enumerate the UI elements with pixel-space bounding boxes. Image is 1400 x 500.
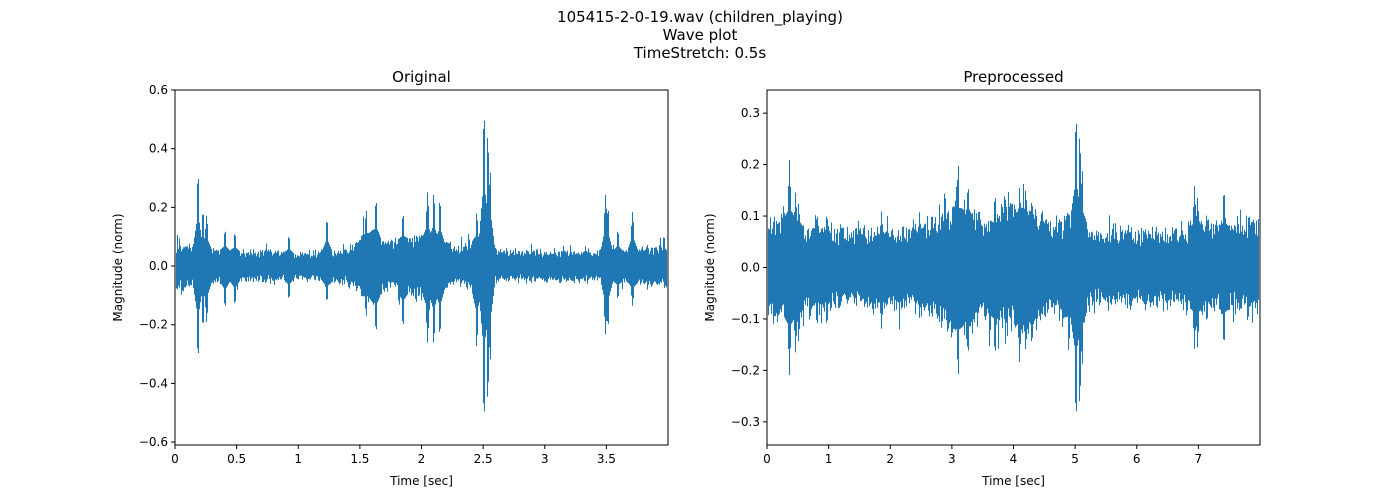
x-tick-label: 0 <box>171 452 179 466</box>
y-tick-label: −0.2 <box>139 318 168 332</box>
waveform-original <box>175 120 668 412</box>
y-tick-label: 0.2 <box>741 158 760 172</box>
x-tick-label: 3.5 <box>597 452 616 466</box>
y-tick-label: 0.2 <box>149 200 168 214</box>
x-axis-label-original: Time [sec] <box>389 474 453 488</box>
x-ticks-preprocessed: 0 1 2 3 4 5 6 7 <box>763 445 1202 466</box>
x-tick-label: 5 <box>1071 452 1079 466</box>
y-tick-label: −0.3 <box>731 415 760 429</box>
axes-frame-preprocessed <box>766 89 1261 446</box>
y-axis-label-original: Magnitude (norm) <box>111 213 125 321</box>
y-tick-label: −0.1 <box>731 312 760 326</box>
y-tick-label: −0.2 <box>731 363 760 377</box>
y-tick-label: 0.4 <box>149 142 168 156</box>
figure-title-line-3: TimeStretch: 0.5s <box>633 44 766 62</box>
x-tick-label: 4 <box>1010 452 1018 466</box>
figure-title-line-2: Wave plot <box>663 26 738 44</box>
x-tick-label: 1 <box>825 452 833 466</box>
waveform-line <box>767 123 1260 412</box>
x-tick-label: 1.5 <box>350 452 369 466</box>
y-tick-label: −0.4 <box>139 376 168 390</box>
axes-original: Original 0 0.5 1 1.5 2 2.5 3 3.5 −0.6 −0.4 −0.2 0.… <box>111 68 669 488</box>
x-tick-label: 3 <box>948 452 956 466</box>
y-axis-label-preprocessed: Magnitude (norm) <box>703 213 717 321</box>
waveform-preprocessed <box>767 123 1260 412</box>
axes-preprocessed: Preprocessed 0 1 2 3 4 5 6 7 −0.3 −0.2 −0.1 0.0 0.1… <box>703 68 1261 488</box>
axes-title-preprocessed: Preprocessed <box>963 68 1063 86</box>
y-tick-label: 0.0 <box>149 259 168 273</box>
x-tick-label: 2 <box>418 452 426 466</box>
x-tick-label: 2.5 <box>474 452 493 466</box>
x-tick-label: 3 <box>541 452 549 466</box>
y-tick-label: 0.3 <box>741 106 760 120</box>
x-tick-label: 0.5 <box>227 452 246 466</box>
y-ticks-original: −0.6 −0.4 −0.2 0.0 0.2 0.4 0.6 <box>139 83 175 449</box>
y-tick-label: −0.6 <box>139 435 168 449</box>
axes-frame-original <box>174 89 669 446</box>
y-ticks-preprocessed: −0.3 −0.2 −0.1 0.0 0.1 0.2 0.3 <box>731 106 767 429</box>
x-tick-label: 2 <box>886 452 894 466</box>
waveform-line <box>175 120 668 412</box>
x-ticks-original: 0 0.5 1 1.5 2 2.5 3 3.5 <box>171 445 616 466</box>
x-tick-label: 0 <box>763 452 771 466</box>
y-tick-label: 0.1 <box>741 209 760 223</box>
figure-title-line-1: 105415-2-0-19.wav (children_playing) <box>557 8 843 27</box>
x-tick-label: 1 <box>294 452 302 466</box>
y-tick-label: 0.0 <box>741 261 760 275</box>
y-tick-label: 0.6 <box>149 83 168 97</box>
x-tick-label: 7 <box>1195 452 1203 466</box>
x-axis-label-preprocessed: Time [sec] <box>981 474 1045 488</box>
axes-title-original: Original <box>392 68 451 86</box>
x-tick-label: 6 <box>1133 452 1141 466</box>
